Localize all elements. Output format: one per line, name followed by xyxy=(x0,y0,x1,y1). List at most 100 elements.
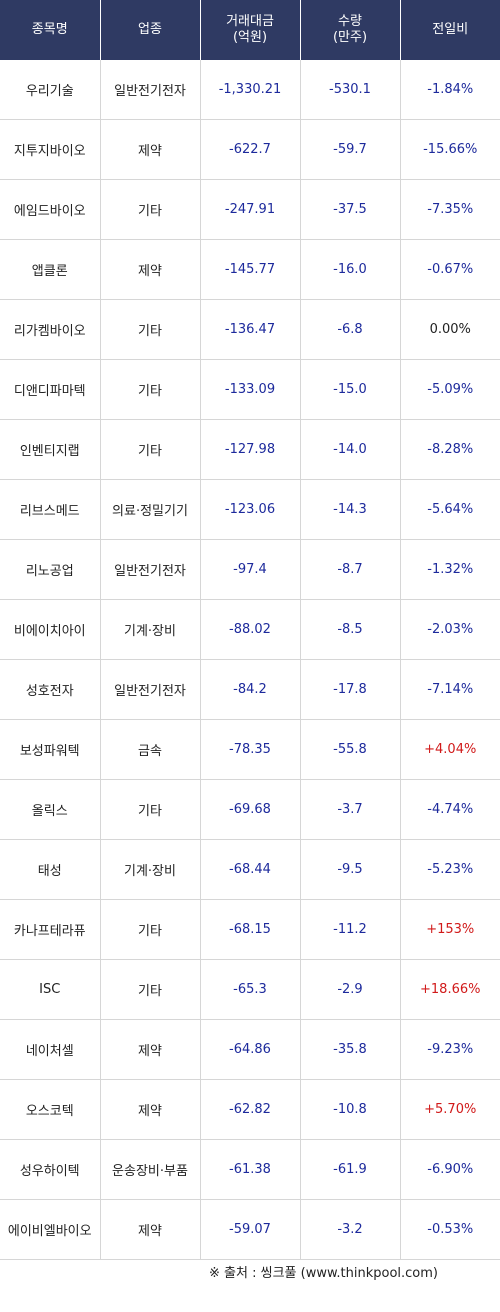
cell-sector: 기타 xyxy=(100,299,201,360)
header-sector: 업종 xyxy=(100,0,201,60)
cell-name: 리브스메드 xyxy=(0,479,101,540)
cell-sector: 기타 xyxy=(100,779,201,840)
table-row: 리가켐바이오 기타 -136.47 -6.8 0.00% xyxy=(0,299,500,360)
cell-qty: -8.7 xyxy=(300,539,401,600)
cell-change: -2.03% xyxy=(400,599,500,660)
cell-name: 비에이치아이 xyxy=(0,599,101,660)
cell-name: 오스코텍 xyxy=(0,1079,101,1140)
cell-amount: -133.09 xyxy=(200,359,301,420)
header-change: 전일비 xyxy=(400,0,500,60)
cell-qty: -17.8 xyxy=(300,659,401,720)
table-row: 디앤디파마텍 기타 -133.09 -15.0 -5.09% xyxy=(0,359,500,420)
table-row: 우리기술 일반전기전자 -1,330.21 -530.1 -1.84% xyxy=(0,60,500,120)
cell-qty: -3.7 xyxy=(300,779,401,840)
cell-qty: -16.0 xyxy=(300,239,401,300)
table-row: ISC 기타 -65.3 -2.9 +18.66% xyxy=(0,959,500,1020)
cell-qty: -35.8 xyxy=(300,1019,401,1080)
cell-name: 에이비엘바이오 xyxy=(0,1199,101,1260)
cell-amount: -64.86 xyxy=(200,1019,301,1080)
cell-sector: 기타 xyxy=(100,419,201,480)
cell-change: -6.90% xyxy=(400,1139,500,1200)
cell-amount: -123.06 xyxy=(200,479,301,540)
cell-amount: -97.4 xyxy=(200,539,301,600)
cell-sector: 기타 xyxy=(100,899,201,960)
cell-name: 우리기술 xyxy=(0,60,101,120)
cell-name: 카나프테라퓨 xyxy=(0,899,101,960)
cell-amount: -62.82 xyxy=(200,1079,301,1140)
cell-sector: 금속 xyxy=(100,719,201,780)
cell-sector: 기계·장비 xyxy=(100,599,201,660)
cell-amount: -145.77 xyxy=(200,239,301,300)
table-row: 올릭스 기타 -69.68 -3.7 -4.74% xyxy=(0,779,500,840)
cell-qty: -14.3 xyxy=(300,479,401,540)
cell-amount: -68.44 xyxy=(200,839,301,900)
cell-name: 보성파워텍 xyxy=(0,719,101,780)
cell-qty: -3.2 xyxy=(300,1199,401,1260)
cell-qty: -14.0 xyxy=(300,419,401,480)
cell-qty: -10.8 xyxy=(300,1079,401,1140)
cell-name: 리가켐바이오 xyxy=(0,299,101,360)
cell-change: +5.70% xyxy=(400,1079,500,1140)
header-name: 종목명 xyxy=(0,0,101,60)
cell-change: -8.28% xyxy=(400,419,500,480)
cell-amount: -1,330.21 xyxy=(200,60,301,120)
cell-sector: 제약 xyxy=(100,1019,201,1080)
cell-name: 인벤티지랩 xyxy=(0,419,101,480)
table-row: 에이비엘바이오 제약 -59.07 -3.2 -0.53% xyxy=(0,1199,500,1260)
table-row: 카나프테라퓨 기타 -68.15 -11.2 +153% xyxy=(0,899,500,960)
table-row: 리브스메드 의료·정밀기기 -123.06 -14.3 -5.64% xyxy=(0,479,500,540)
cell-change: +4.04% xyxy=(400,719,500,780)
cell-sector: 기타 xyxy=(100,179,201,240)
cell-name: 성호전자 xyxy=(0,659,101,720)
cell-sector: 일반전기전자 xyxy=(100,60,201,120)
cell-name: 에임드바이오 xyxy=(0,179,101,240)
table-row: 인벤티지랩 기타 -127.98 -14.0 -8.28% xyxy=(0,419,500,480)
header-qty: 수량 (만주) xyxy=(300,0,401,60)
cell-change: -5.64% xyxy=(400,479,500,540)
cell-sector: 제약 xyxy=(100,119,201,180)
cell-name: 지투지바이오 xyxy=(0,119,101,180)
table-row: 앱클론 제약 -145.77 -16.0 -0.67% xyxy=(0,239,500,300)
cell-change: +153% xyxy=(400,899,500,960)
source-note: ※ 출처 : 씽크풀 (www.thinkpool.com) xyxy=(209,1266,438,1281)
cell-sector: 제약 xyxy=(100,1199,201,1260)
cell-name: 성우하이텍 xyxy=(0,1139,101,1200)
cell-change: -4.74% xyxy=(400,779,500,840)
table-row: 네이처셀 제약 -64.86 -35.8 -9.23% xyxy=(0,1019,500,1080)
cell-change: +18.66% xyxy=(400,959,500,1020)
cell-qty: -2.9 xyxy=(300,959,401,1020)
cell-amount: -65.3 xyxy=(200,959,301,1020)
cell-change: -5.23% xyxy=(400,839,500,900)
cell-name: 네이처셀 xyxy=(0,1019,101,1080)
table-row: 비에이치아이 기계·장비 -88.02 -8.5 -2.03% xyxy=(0,599,500,660)
cell-change: -15.66% xyxy=(400,119,500,180)
cell-sector: 제약 xyxy=(100,239,201,300)
cell-sector: 기타 xyxy=(100,959,201,1020)
cell-amount: -136.47 xyxy=(200,299,301,360)
cell-amount: -127.98 xyxy=(200,419,301,480)
cell-qty: -15.0 xyxy=(300,359,401,420)
cell-sector: 기계·장비 xyxy=(100,839,201,900)
cell-sector: 일반전기전자 xyxy=(100,539,201,600)
cell-qty: -59.7 xyxy=(300,119,401,180)
table-row: 성우하이텍 운송장비·부품 -61.38 -61.9 -6.90% xyxy=(0,1139,500,1200)
cell-name: 디앤디파마텍 xyxy=(0,359,101,420)
table-header: 종목명 업종 거래대금 (억원) 수량 (만주) 전일비 xyxy=(0,0,500,60)
table-row: 오스코텍 제약 -62.82 -10.8 +5.70% xyxy=(0,1079,500,1140)
table-row: 지투지바이오 제약 -622.7 -59.7 -15.66% xyxy=(0,119,500,180)
cell-change: -0.67% xyxy=(400,239,500,300)
table-row: 에임드바이오 기타 -247.91 -37.5 -7.35% xyxy=(0,179,500,240)
cell-sector: 일반전기전자 xyxy=(100,659,201,720)
table-row: 보성파워텍 금속 -78.35 -55.8 +4.04% xyxy=(0,719,500,780)
cell-qty: -61.9 xyxy=(300,1139,401,1200)
cell-qty: -530.1 xyxy=(300,60,401,120)
cell-amount: -78.35 xyxy=(200,719,301,780)
stock-table: 종목명 업종 거래대금 (억원) 수량 (만주) 전일비 우리기술 일반전기전자 -1,… xyxy=(0,0,500,1260)
cell-name: 앱클론 xyxy=(0,239,101,300)
table-row: 성호전자 일반전기전자 -84.2 -17.8 -7.14% xyxy=(0,659,500,720)
cell-sector: 제약 xyxy=(100,1079,201,1140)
cell-change: -0.53% xyxy=(400,1199,500,1260)
cell-qty: -8.5 xyxy=(300,599,401,660)
cell-name: 태성 xyxy=(0,839,101,900)
